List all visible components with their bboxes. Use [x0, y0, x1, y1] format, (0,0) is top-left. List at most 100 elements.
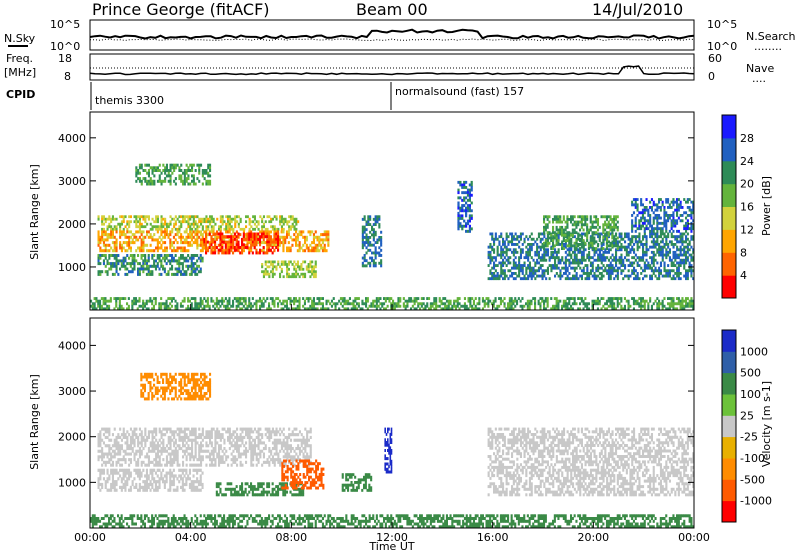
heatmap-cell — [478, 297, 481, 300]
heatmap-cell — [348, 297, 351, 300]
heatmap-cell — [133, 256, 136, 260]
heatmap-cell — [466, 206, 470, 210]
heatmap-cell — [149, 299, 152, 303]
heatmap-cell — [205, 441, 208, 445]
heatmap-cell — [572, 250, 575, 254]
heatmap-cell — [280, 225, 283, 229]
heatmap-cell — [185, 241, 188, 245]
heatmap-cell — [268, 230, 271, 234]
heatmap-cell — [343, 297, 346, 300]
heatmap-cell — [191, 163, 194, 167]
heatmap-cell — [372, 302, 375, 306]
heatmap-cell — [465, 229, 468, 233]
heatmap-cell — [690, 253, 693, 257]
heatmap-cell — [173, 222, 176, 226]
heatmap-cell — [160, 225, 163, 229]
heatmap-cell — [264, 272, 267, 276]
heatmap-cell — [198, 163, 201, 167]
heatmap-cell — [528, 250, 531, 254]
heatmap-cell — [643, 302, 646, 306]
heatmap-cell — [528, 304, 531, 308]
heatmap-cell — [672, 250, 675, 254]
heatmap-cell — [478, 299, 481, 303]
heatmap-cell — [487, 253, 490, 257]
heatmap-cell — [158, 179, 161, 183]
heatmap-cell — [201, 449, 204, 453]
heatmap-cell — [611, 231, 614, 235]
heatmap-cell — [239, 246, 242, 249]
heatmap-cell — [586, 266, 589, 270]
heatmap-cell — [622, 245, 625, 249]
heatmap-cell — [667, 214, 670, 217]
heatmap-cell — [190, 262, 193, 266]
heatmap-cell — [239, 251, 242, 255]
heatmap-cell — [570, 248, 573, 252]
heatmap-cell — [625, 299, 628, 303]
heatmap-cell — [176, 246, 179, 250]
heatmap-cell — [104, 307, 107, 311]
heatmap-cell — [314, 260, 317, 264]
heatmap-cell — [250, 302, 253, 306]
heatmap-cell — [550, 269, 553, 273]
heatmap-cell — [282, 238, 285, 242]
heatmap-cell — [582, 299, 585, 303]
heatmap-cell — [582, 215, 585, 219]
heatmap-cell — [323, 243, 326, 247]
heatmap-cell — [611, 233, 614, 237]
heatmap-cell — [532, 272, 535, 275]
heatmap-cell — [101, 270, 104, 274]
heatmap-cell — [607, 258, 610, 262]
heatmap-cell — [466, 193, 470, 197]
heatmap-cell — [568, 236, 571, 240]
heatmap-cell — [209, 217, 212, 221]
heatmap-cell — [546, 302, 549, 306]
heatmap-cell — [155, 169, 158, 172]
heatmap-cell — [158, 225, 161, 229]
heatmap-cell — [287, 297, 290, 300]
heatmap-cell — [262, 230, 265, 234]
heatmap-cell — [631, 245, 634, 249]
heatmap-cell — [165, 449, 168, 453]
heatmap-cell — [165, 169, 168, 172]
heatmap-cell — [641, 214, 644, 217]
heatmap-cell — [643, 208, 646, 212]
heatmap-cell — [307, 270, 310, 274]
heatmap-cell — [605, 299, 608, 303]
heatmap-cell — [372, 223, 375, 226]
heatmap-cell — [210, 463, 213, 467]
heatmap-cell — [539, 232, 542, 236]
heatmap-cell — [117, 433, 120, 437]
heatmap-cell — [156, 264, 159, 268]
heatmap-cell — [649, 206, 652, 209]
heatmap-cell — [241, 251, 244, 255]
heatmap-cell — [579, 302, 582, 306]
heatmap-cell — [149, 430, 152, 434]
heatmap-cell — [663, 214, 666, 217]
heatmap-cell — [273, 299, 276, 303]
heatmap-cell — [650, 232, 653, 236]
heatmap-cell — [171, 259, 174, 263]
heatmap-cell — [572, 258, 575, 262]
heatmap-cell — [658, 227, 661, 231]
heatmap-cell — [189, 438, 192, 442]
heatmap-cell — [210, 449, 213, 453]
heatmap-cell — [546, 218, 549, 221]
heatmap-cell — [575, 223, 578, 227]
heatmap-cell — [128, 238, 131, 242]
heatmap-cell — [413, 307, 416, 311]
heatmap-cell — [553, 231, 556, 235]
heatmap-cell — [557, 250, 560, 254]
heatmap-cell — [169, 230, 172, 234]
heatmap-cell — [266, 251, 269, 255]
heatmap-cell — [164, 169, 167, 172]
heatmap-cell — [215, 297, 218, 300]
heatmap-cell — [481, 299, 484, 303]
heatmap-cell — [124, 441, 127, 445]
heatmap-cell — [155, 246, 158, 250]
heatmap-cell — [372, 261, 375, 265]
heatmap-cell — [663, 264, 666, 267]
heatmap-cell — [634, 274, 637, 278]
heatmap-cell — [203, 435, 206, 439]
heatmap-cell — [674, 219, 677, 223]
heatmap-cell — [302, 235, 305, 239]
